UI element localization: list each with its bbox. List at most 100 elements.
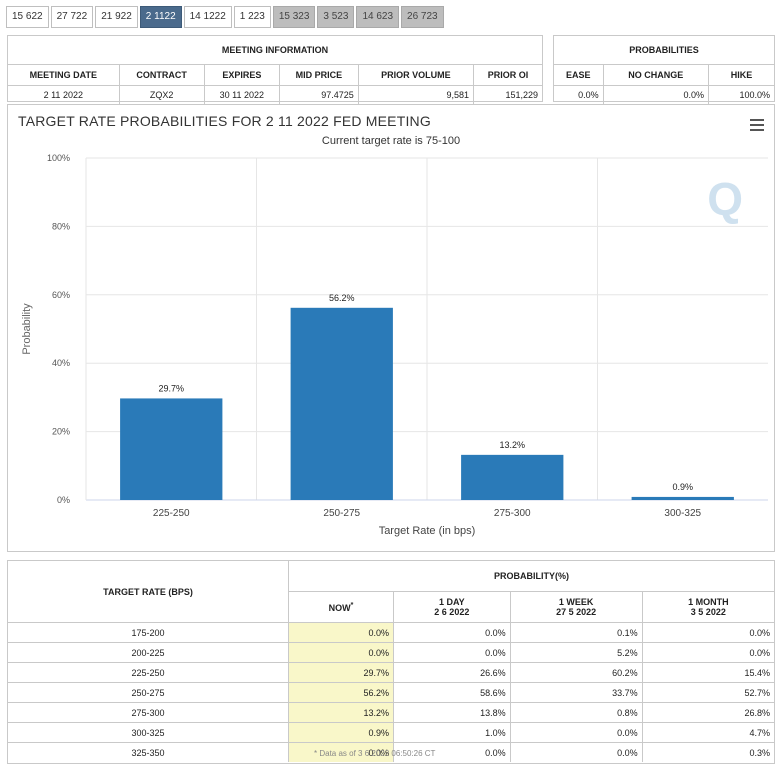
target-rate-cell: 275-300 xyxy=(8,702,289,723)
table-row: 275-300 13.2% 13.8% 0.8% 26.8% xyxy=(8,702,774,723)
bar-chart: Q 0% 20% 40% 60% 80% 100% 29.7% 225-250 56.2% 250-… xyxy=(21,153,768,537)
probabilities-table: EASE NO CHANGE HIKE 0.0% 0.0% 100.0% xyxy=(554,64,774,104)
prob-col-label: 1 WEEK xyxy=(558,597,594,607)
table-row: 225-250 29.7% 26.6% 60.2% 15.4% xyxy=(8,662,774,683)
probabilities-col-header: HIKE xyxy=(708,64,774,86)
probability-cell: 33.7% xyxy=(510,682,643,703)
y-tick-label: 20% xyxy=(52,427,70,437)
meeting-cell: 151,229 xyxy=(473,85,542,104)
prob-col-label: NOW xyxy=(328,602,351,613)
probabilities-panel: PROBABILITIES EASE NO CHANGE HIKE 0.0% 0.0%… xyxy=(553,35,775,104)
meeting-col-header: PRIOR OI xyxy=(473,64,542,86)
tab-6[interactable]: 15 323 xyxy=(272,6,316,28)
meeting-information-heading: MEETING INFORMATION xyxy=(221,45,329,55)
probability-cell: 0.0% xyxy=(288,622,394,643)
probability-cell: 0.0% xyxy=(642,622,774,643)
target-rate-cell: 300-325 xyxy=(8,722,289,743)
probability-cell: 58.6% xyxy=(393,682,511,703)
chart-subtitle: Current target rate is 75-100 xyxy=(321,135,461,147)
probability-cell: 13.2% xyxy=(288,702,394,723)
probabilities-cell: 100.0% xyxy=(708,85,774,104)
tab-3[interactable]: 2 1122 xyxy=(139,6,182,28)
chart-menu-icon[interactable] xyxy=(750,119,764,131)
meeting-col-header: CONTRACT xyxy=(119,64,205,86)
probabilities-cell: 0.0% xyxy=(603,85,710,104)
table-row: 325-350 0.0% 0.0% 0.0% 0.3% xyxy=(8,742,774,762)
probability-cell: 0.0% xyxy=(642,642,774,663)
prob-col-header: 1 DAY 2 6 2022 xyxy=(393,591,511,623)
probability-cell: 26.6% xyxy=(393,662,511,683)
tab-8[interactable]: 14 623 xyxy=(356,6,400,28)
probabilities-cell: 0.0% xyxy=(554,85,604,104)
probability-table-panel: TARGET RATE (BPS) PROBABILITY(%) NOW* 1 D… xyxy=(7,560,775,764)
probability-cell: 1.0% xyxy=(393,722,511,743)
x-tick-label: 300-325 xyxy=(664,508,701,519)
probability-table: TARGET RATE (BPS) PROBABILITY(%) NOW* 1 D… xyxy=(8,561,774,762)
tab-9[interactable]: 26 723 xyxy=(401,6,444,28)
meeting-cell: 2 11 2022 xyxy=(8,85,120,104)
probability-cell: 26.8% xyxy=(642,702,774,723)
probability-cell: 5.2% xyxy=(510,642,643,663)
prob-col-label: 1 DAY xyxy=(438,597,465,607)
prob-col-date: 2 6 2022 xyxy=(434,607,470,617)
probability-cell: 0.0% xyxy=(510,722,643,743)
tab-4[interactable]: 14 1222 xyxy=(183,6,232,28)
probability-cell: 0.9% xyxy=(288,722,394,743)
tab-7[interactable]: 3 523 xyxy=(317,6,355,28)
probability-cell: 60.2% xyxy=(510,662,643,683)
target-rate-header: TARGET RATE (BPS) xyxy=(8,561,289,623)
meeting-cell: 30 11 2022 xyxy=(204,85,281,104)
y-tick-label: 80% xyxy=(52,221,70,231)
target-rate-cell: 225-250 xyxy=(8,662,289,683)
probabilities-col-header: NO CHANGE xyxy=(603,64,710,86)
x-tick-label: 225-250 xyxy=(153,508,190,519)
target-rate-cell: 200-225 xyxy=(8,642,289,663)
probabilities-heading: PROBABILITIES xyxy=(629,45,699,55)
chart-panel: TARGET RATE PROBABILITIES FOR 2 11 2022 … xyxy=(7,104,775,552)
target-rate-cell: 325-350 xyxy=(8,742,289,762)
probability-cell: 52.7% xyxy=(642,682,774,703)
bar-300-325[interactable] xyxy=(631,496,734,500)
prob-col-label: 1 MONTH xyxy=(688,597,729,607)
meeting-cell: 97.4725 xyxy=(279,85,359,104)
probability-cell: 4.7% xyxy=(642,722,774,743)
watermark-logo: Q xyxy=(707,173,743,225)
y-tick-label: 100% xyxy=(47,153,70,163)
x-tick-label: 275-300 xyxy=(494,508,531,519)
probability-group-header: PROBABILITY(%) xyxy=(494,571,569,581)
table-row: 175-200 0.0% 0.0% 0.1% 0.0% xyxy=(8,622,774,643)
meeting-col-header: MID PRICE xyxy=(279,64,359,86)
prob-col-header: 1 MONTH 3 5 2022 xyxy=(642,591,774,623)
tab-5[interactable]: 1 223 xyxy=(233,6,271,28)
bar-275-300[interactable] xyxy=(461,454,564,500)
meeting-col-header: MEETING DATE xyxy=(8,64,120,86)
probability-cell: 0.0% xyxy=(510,742,643,762)
chart-title: TARGET RATE PROBABILITIES FOR 2 11 2022 … xyxy=(18,113,431,129)
footnote-marker: * xyxy=(350,601,354,609)
table-row: 250-275 56.2% 58.6% 33.7% 52.7% xyxy=(8,682,774,703)
target-rate-cell: 250-275 xyxy=(8,682,289,703)
probability-cell: 0.3% xyxy=(642,742,774,762)
meeting-cell: 9,581 xyxy=(358,85,475,104)
tab-1[interactable]: 27 722 xyxy=(50,6,94,28)
probability-cell: 0.0% xyxy=(288,642,394,663)
probability-cell: 0.1% xyxy=(510,622,643,643)
bar-data-label: 0.9% xyxy=(672,482,693,492)
probability-cell: 13.8% xyxy=(393,702,511,723)
meeting-col-header: PRIOR VOLUME xyxy=(358,64,475,86)
probability-cell: 29.7% xyxy=(288,662,394,683)
bar-225-250[interactable] xyxy=(120,398,223,500)
meeting-date-tabs: 15 622 27 722 21 922 2 1122 14 1222 1 223 15 3… xyxy=(6,6,444,28)
y-tick-label: 40% xyxy=(52,358,70,368)
data-footnote: * Data as of 3 6 2022 06:50:26 CT xyxy=(314,749,436,758)
bar-data-label: 13.2% xyxy=(499,440,525,450)
bar-250-275[interactable] xyxy=(290,307,393,500)
probabilities-col-header: EASE xyxy=(554,64,604,86)
meeting-information-table: MEETING DATE CONTRACT EXPIRES MID PRICE PRIO… xyxy=(8,64,542,104)
y-tick-label: 0% xyxy=(57,495,70,505)
tab-2[interactable]: 21 922 xyxy=(95,6,138,28)
tab-0[interactable]: 15 622 xyxy=(6,6,49,28)
target-rate-cell: 175-200 xyxy=(8,622,289,643)
prob-col-header: NOW* xyxy=(288,591,394,623)
y-tick-label: 60% xyxy=(52,290,70,300)
